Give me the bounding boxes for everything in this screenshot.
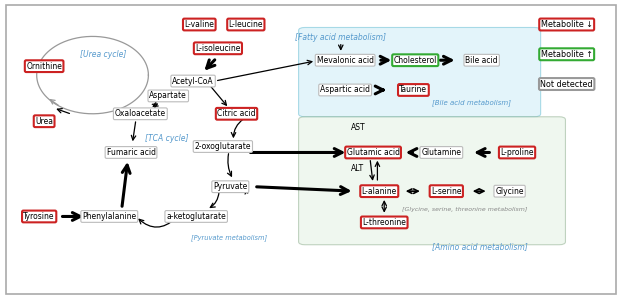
FancyBboxPatch shape — [299, 28, 541, 117]
FancyBboxPatch shape — [299, 117, 565, 245]
Text: Mevalonic acid: Mevalonic acid — [317, 56, 374, 65]
Text: L-isoleucine: L-isoleucine — [195, 44, 241, 53]
Text: [Fatty acid metabolism]: [Fatty acid metabolism] — [295, 33, 386, 42]
Text: Pyruvate: Pyruvate — [213, 182, 248, 191]
Text: Aspartate: Aspartate — [149, 91, 187, 100]
Text: Glycine: Glycine — [495, 187, 524, 196]
Text: Glutamine: Glutamine — [421, 148, 462, 157]
Text: L-proline: L-proline — [500, 148, 534, 157]
Text: Not detected: Not detected — [541, 80, 593, 89]
Text: Citric acid: Citric acid — [217, 109, 256, 118]
Text: [Bile acid metabolism]: [Bile acid metabolism] — [432, 99, 511, 106]
Text: [TCA cycle]: [TCA cycle] — [146, 134, 188, 143]
Text: Oxaloacetate: Oxaloacetate — [115, 109, 166, 118]
Text: L-leucine: L-leucine — [229, 20, 263, 29]
Text: L-alanine: L-alanine — [361, 187, 397, 196]
Text: Glutamic acid: Glutamic acid — [346, 148, 399, 157]
Text: [Amino acid metabolism]: [Amino acid metabolism] — [432, 242, 527, 251]
Text: a-ketoglutarate: a-ketoglutarate — [166, 212, 226, 221]
Text: L-valine: L-valine — [184, 20, 214, 29]
Text: [Pyruvate metabolism]: [Pyruvate metabolism] — [191, 234, 267, 241]
Text: Metabolite ↓: Metabolite ↓ — [541, 20, 593, 29]
Text: AST: AST — [351, 123, 366, 132]
Text: L-serine: L-serine — [431, 187, 462, 196]
Text: Metabolite ↑: Metabolite ↑ — [541, 50, 593, 59]
Text: Urea: Urea — [35, 117, 53, 126]
Text: ALT: ALT — [351, 164, 364, 173]
FancyBboxPatch shape — [6, 5, 616, 294]
Text: Taurine: Taurine — [399, 86, 427, 94]
Text: Bile acid: Bile acid — [465, 56, 498, 65]
Text: Phenylalanine: Phenylalanine — [82, 212, 136, 221]
Text: Aspartic acid: Aspartic acid — [320, 86, 370, 94]
Text: Tyrosine: Tyrosine — [24, 212, 55, 221]
Text: L-threonine: L-threonine — [362, 218, 406, 227]
Text: Acetyl-CoA: Acetyl-CoA — [172, 77, 214, 86]
Text: 2-oxoglutarate: 2-oxoglutarate — [195, 142, 251, 151]
Text: Fumaric acid: Fumaric acid — [106, 148, 156, 157]
Text: Ornithine: Ornithine — [26, 62, 62, 71]
Text: Cholesterol: Cholesterol — [394, 56, 437, 65]
Text: [Glycine, serine, threonine metabolism]: [Glycine, serine, threonine metabolism] — [402, 207, 527, 211]
Text: [Urea cycle]: [Urea cycle] — [80, 50, 126, 59]
